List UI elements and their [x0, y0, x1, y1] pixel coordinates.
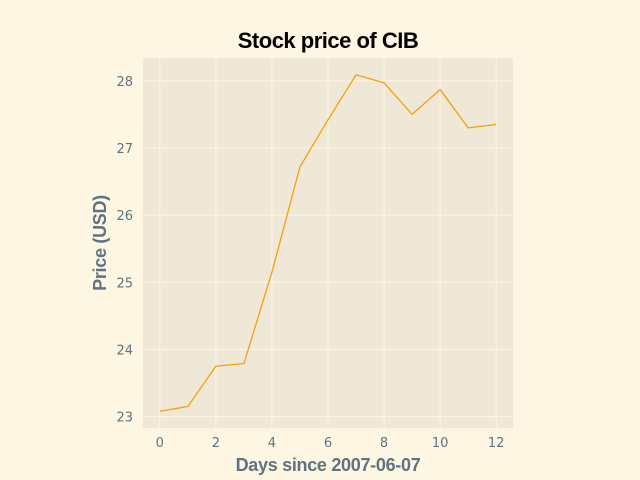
x-tick-label: 12 [488, 436, 505, 451]
grid [143, 58, 513, 428]
x-tick-label: 8 [380, 436, 388, 451]
y-axis-label: Price (USD) [90, 195, 110, 291]
y-tick-label: 24 [116, 343, 133, 358]
x-tick-label: 0 [156, 436, 164, 451]
y-tick-label: 23 [116, 411, 133, 426]
y-axis-ticks: 23 24 25 26 27 28 [116, 75, 133, 426]
x-tick-label: 2 [212, 436, 220, 451]
x-tick-label: 6 [324, 436, 332, 451]
y-tick-label: 25 [116, 276, 133, 291]
x-axis-ticks: 0 2 4 6 8 10 12 [156, 436, 505, 451]
y-tick-label: 26 [116, 209, 133, 224]
series-line-0 [159, 74, 497, 412]
x-tick-label: 10 [432, 436, 449, 451]
x-axis-label: Days since 2007-06-07 [236, 455, 421, 475]
y-tick-label: 27 [116, 142, 133, 157]
series-group [159, 74, 497, 412]
y-tick-label: 28 [116, 75, 133, 90]
chart-title: Stock price of CIB [238, 28, 418, 53]
x-tick-label: 4 [268, 436, 276, 451]
